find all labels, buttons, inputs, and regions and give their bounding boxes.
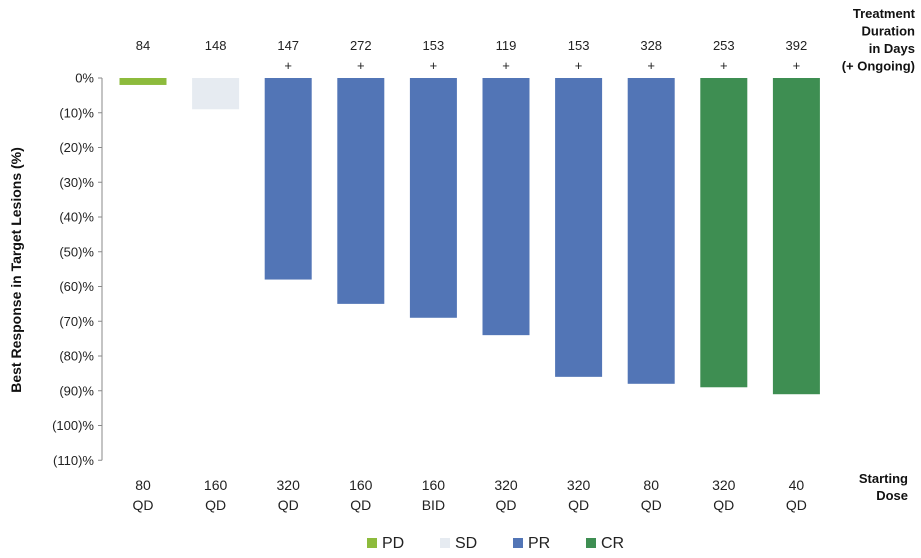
legend-swatch-sd xyxy=(440,538,450,548)
y-tick-label: (100)% xyxy=(52,418,94,433)
dose-header-line: Starting xyxy=(859,471,908,486)
bar-pr xyxy=(555,78,603,377)
dose-header-line: Dose xyxy=(876,488,908,503)
duration-header-line: (+ Ongoing) xyxy=(842,59,915,74)
bar-pr xyxy=(627,78,675,384)
ongoing-marker: + xyxy=(575,58,583,73)
dose-amount-label: 320 xyxy=(712,477,736,493)
y-tick-label: (110)% xyxy=(53,453,94,468)
y-tick-label: (50)% xyxy=(59,244,94,259)
dose-amount-label: 80 xyxy=(135,477,151,493)
duration-label: 153 xyxy=(423,38,445,53)
dose-amount-label: 80 xyxy=(643,477,659,493)
duration-label: 392 xyxy=(786,38,808,53)
ongoing-marker: + xyxy=(793,58,801,73)
dose-frequency-label: QD xyxy=(350,497,371,513)
duration-label: 153 xyxy=(568,38,590,53)
duration-label: 253 xyxy=(713,38,735,53)
dose-frequency-label: QD xyxy=(133,497,154,513)
dose-labels-group: 80 QD 160 QD 320 QD 160 QD 160 BID 320 QD 320 QD 80 QD 3… xyxy=(133,477,807,513)
duration-header-line: Treatment xyxy=(853,6,916,21)
bar-pr xyxy=(482,78,530,336)
legend-swatch-cr xyxy=(586,538,596,548)
duration-label: 272 xyxy=(350,38,372,53)
ongoing-marker: + xyxy=(502,58,510,73)
legend-label-pr: PR xyxy=(528,535,550,552)
y-tick-label: (40)% xyxy=(59,210,94,225)
y-axis-label: Best Response in Target Lesions (%) xyxy=(8,147,24,393)
dose-frequency-label: BID xyxy=(422,497,445,513)
legend-label-sd: SD xyxy=(455,535,477,552)
bar-pd xyxy=(119,78,167,85)
bars-group xyxy=(119,78,820,395)
bar-cr xyxy=(700,78,748,388)
bar-pr xyxy=(337,78,385,304)
legend-swatch-pd xyxy=(367,538,377,548)
duration-label: 84 xyxy=(136,38,150,53)
dose-frequency-label: QD xyxy=(496,497,517,513)
duration-label: 119 xyxy=(496,38,517,53)
dose-frequency-label: QD xyxy=(713,497,734,513)
dose-frequency-label: QD xyxy=(568,497,589,513)
right-headers-group: Treatment Duration in Days (+ Ongoing) Start… xyxy=(842,6,916,503)
legend: PD SD PR CR xyxy=(367,535,624,552)
legend-swatch-pr xyxy=(513,538,523,548)
duration-label: 148 xyxy=(205,38,227,53)
duration-label: 147 xyxy=(277,38,299,53)
y-tick-label: (30)% xyxy=(59,175,94,190)
bar-pr xyxy=(409,78,457,318)
legend-label-cr: CR xyxy=(601,535,624,552)
duration-labels-group: 84 148 147 +272 +153 +119 +153 +328 +253 +392 + xyxy=(136,38,807,73)
y-tick-label: (80)% xyxy=(59,349,94,364)
ongoing-marker: + xyxy=(357,58,365,73)
dose-frequency-label: QD xyxy=(786,497,807,513)
y-tick-label: (20)% xyxy=(59,140,94,155)
bar-sd xyxy=(192,78,240,110)
y-tick-label: (90)% xyxy=(59,383,94,398)
ongoing-marker: + xyxy=(720,58,728,73)
legend-label-pd: PD xyxy=(382,535,404,552)
dose-amount-label: 320 xyxy=(277,477,301,493)
dose-frequency-label: QD xyxy=(278,497,299,513)
dose-frequency-label: QD xyxy=(205,497,226,513)
dose-amount-label: 320 xyxy=(567,477,591,493)
ongoing-marker: + xyxy=(284,58,292,73)
ongoing-marker: + xyxy=(647,58,655,73)
y-axis-label-group: Best Response in Target Lesions (%) xyxy=(8,147,24,393)
duration-header-line: Duration xyxy=(862,24,916,39)
bar-pr xyxy=(264,78,312,280)
dose-amount-label: 320 xyxy=(494,477,518,493)
y-tick-label: (10)% xyxy=(59,105,94,120)
dose-amount-label: 160 xyxy=(349,477,373,493)
y-tick-label: (70)% xyxy=(59,314,94,329)
y-axis: 0% (10)% (20)% (30)% (40)% (50)% (60)% (70)% (80… xyxy=(52,71,103,468)
y-tick-label: (60)% xyxy=(59,279,94,294)
ongoing-marker: + xyxy=(430,58,438,73)
bar-cr xyxy=(772,78,820,395)
dose-amount-label: 160 xyxy=(422,477,446,493)
dose-frequency-label: QD xyxy=(641,497,662,513)
y-tick-label: 0% xyxy=(75,71,94,86)
dose-amount-label: 40 xyxy=(789,477,805,493)
duration-header-line: in Days xyxy=(869,41,915,56)
duration-label: 328 xyxy=(640,38,662,53)
dose-amount-label: 160 xyxy=(204,477,228,493)
